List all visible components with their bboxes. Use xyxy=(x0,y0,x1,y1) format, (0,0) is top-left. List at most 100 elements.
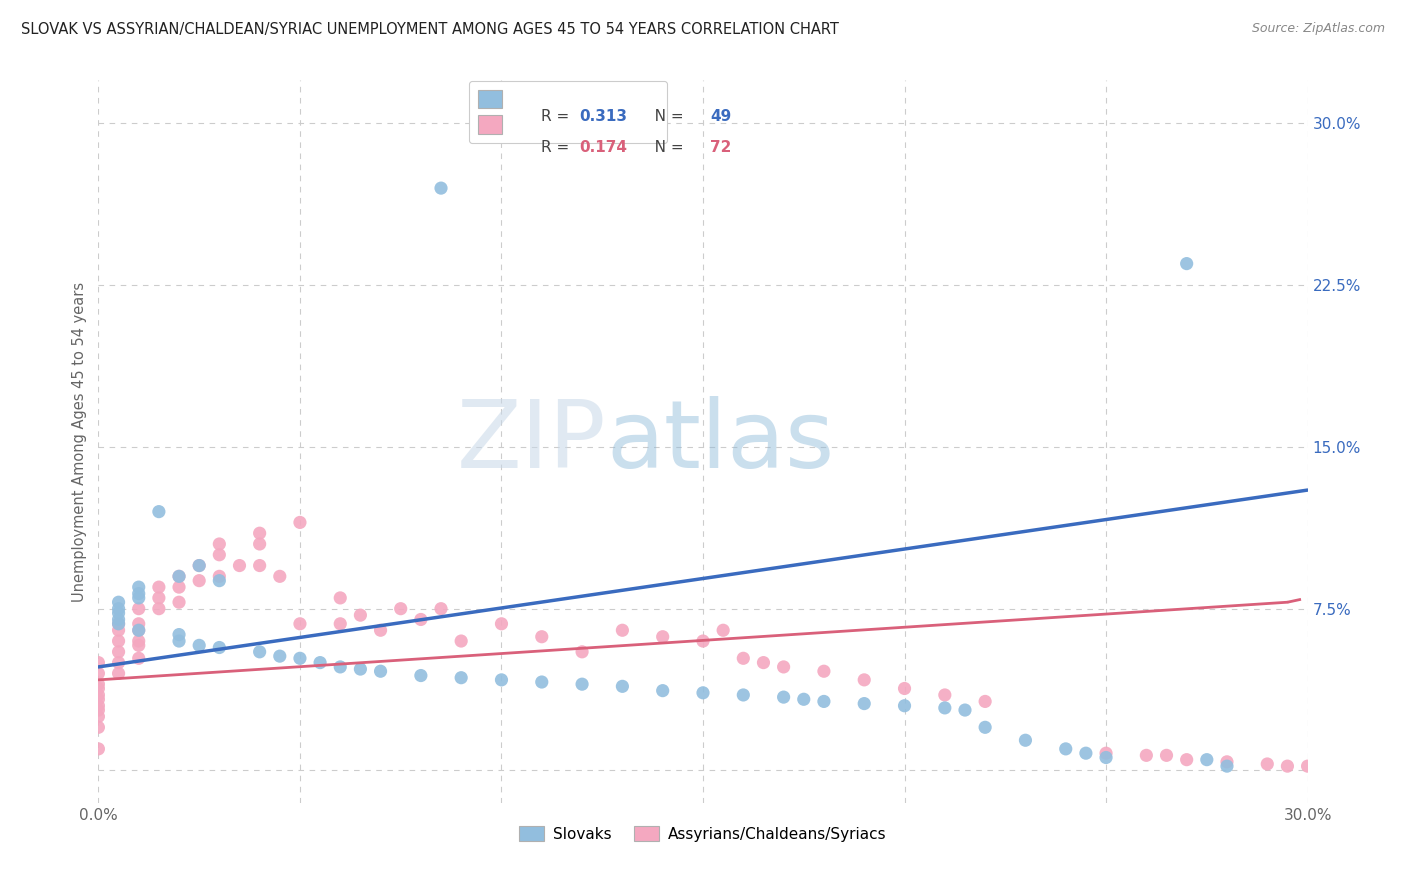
Point xyxy=(793,692,815,706)
Point xyxy=(1296,759,1319,773)
Point xyxy=(167,627,190,641)
Point xyxy=(107,634,129,648)
Point xyxy=(87,720,110,734)
Point xyxy=(87,698,110,713)
Point xyxy=(349,608,371,623)
Point xyxy=(167,580,190,594)
Point xyxy=(530,675,553,690)
Y-axis label: Unemployment Among Ages 45 to 54 years: Unemployment Among Ages 45 to 54 years xyxy=(72,282,87,601)
Point xyxy=(128,616,150,631)
Point xyxy=(1175,753,1198,767)
Point xyxy=(1014,733,1036,747)
Point xyxy=(752,656,775,670)
Text: 0.313: 0.313 xyxy=(579,109,627,124)
Point xyxy=(87,677,110,691)
Point xyxy=(188,638,211,652)
Point xyxy=(107,666,129,681)
Point xyxy=(349,662,371,676)
Point xyxy=(974,694,997,708)
Point xyxy=(107,616,129,631)
Point xyxy=(853,673,876,687)
Point xyxy=(107,656,129,670)
Point xyxy=(87,666,110,681)
Point xyxy=(612,624,634,638)
Point xyxy=(651,683,673,698)
Point xyxy=(128,638,150,652)
Point xyxy=(288,616,311,631)
Point xyxy=(87,742,110,756)
Point xyxy=(87,656,110,670)
Point xyxy=(733,688,755,702)
Point xyxy=(288,651,311,665)
Point xyxy=(148,601,170,615)
Point xyxy=(167,595,190,609)
Point xyxy=(167,569,190,583)
Point xyxy=(249,526,271,541)
Point xyxy=(107,601,129,615)
Point xyxy=(491,616,513,631)
Point xyxy=(128,580,150,594)
Text: R =: R = xyxy=(541,109,574,124)
Point xyxy=(450,634,472,648)
Point xyxy=(249,558,271,573)
Point xyxy=(893,681,915,696)
Text: Source: ZipAtlas.com: Source: ZipAtlas.com xyxy=(1251,22,1385,36)
Point xyxy=(87,681,110,696)
Text: 49: 49 xyxy=(710,109,731,124)
Point xyxy=(934,688,956,702)
Point xyxy=(1216,759,1239,773)
Point xyxy=(188,574,211,588)
Point xyxy=(107,612,129,626)
Point xyxy=(128,634,150,648)
Point xyxy=(148,591,170,605)
Point xyxy=(1256,756,1278,771)
Point xyxy=(692,686,714,700)
Point xyxy=(893,698,915,713)
Point xyxy=(1095,750,1118,764)
Point xyxy=(188,558,211,573)
Point xyxy=(409,612,432,626)
Text: 0.174: 0.174 xyxy=(579,139,627,154)
Point xyxy=(370,624,392,638)
Point xyxy=(107,616,129,631)
Point xyxy=(107,595,129,609)
Point xyxy=(651,630,673,644)
Point xyxy=(329,591,352,605)
Text: N =: N = xyxy=(640,139,689,154)
Legend: Slovaks, Assyrians/Chaldeans/Syriacs: Slovaks, Assyrians/Chaldeans/Syriacs xyxy=(512,818,894,849)
Text: R =: R = xyxy=(541,139,574,154)
Point xyxy=(953,703,976,717)
Point xyxy=(1095,746,1118,760)
Point xyxy=(208,574,231,588)
Point xyxy=(128,651,150,665)
Point xyxy=(148,505,170,519)
Point xyxy=(167,569,190,583)
Point xyxy=(188,558,211,573)
Point xyxy=(329,660,352,674)
Point xyxy=(269,569,291,583)
Point xyxy=(107,645,129,659)
Point xyxy=(409,668,432,682)
Point xyxy=(208,548,231,562)
Point xyxy=(87,703,110,717)
Text: SLOVAK VS ASSYRIAN/CHALDEAN/SYRIAC UNEMPLOYMENT AMONG AGES 45 TO 54 YEARS CORREL: SLOVAK VS ASSYRIAN/CHALDEAN/SYRIAC UNEMP… xyxy=(21,22,839,37)
Point xyxy=(208,537,231,551)
Text: 72: 72 xyxy=(710,139,731,154)
Point xyxy=(370,665,392,679)
Point xyxy=(430,601,453,615)
Text: ZIP: ZIP xyxy=(457,395,606,488)
Point xyxy=(1054,742,1077,756)
Point xyxy=(974,720,997,734)
Point xyxy=(228,558,250,573)
Point xyxy=(128,591,150,605)
Point xyxy=(1277,759,1299,773)
Point xyxy=(288,516,311,530)
Point xyxy=(329,616,352,631)
Point xyxy=(107,606,129,620)
Point xyxy=(571,645,593,659)
Point xyxy=(208,640,231,655)
Point xyxy=(107,624,129,638)
Point xyxy=(249,645,271,659)
Point xyxy=(208,569,231,583)
Point xyxy=(853,697,876,711)
